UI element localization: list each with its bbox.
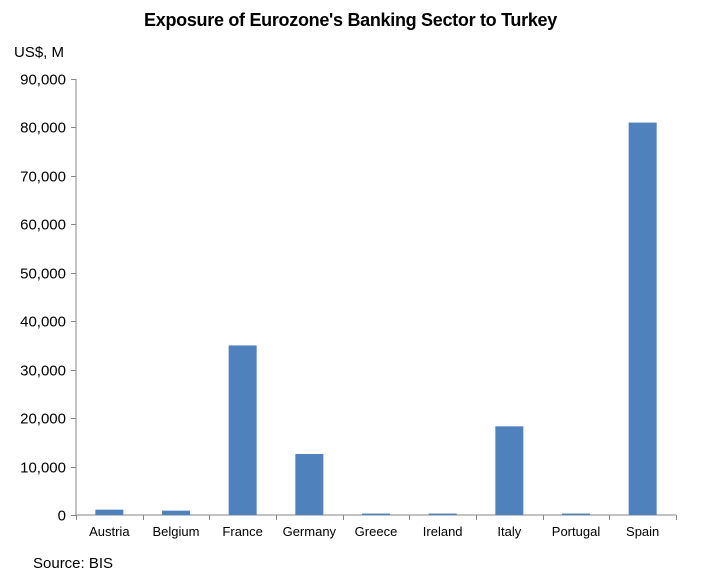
- x-tick-label: Italy: [497, 524, 521, 539]
- x-tick-label: Belgium: [153, 524, 200, 539]
- y-tick-label: 80,000: [20, 120, 66, 137]
- x-tick-label: Portugal: [552, 524, 601, 539]
- y-tick-label: 0: [58, 508, 66, 525]
- bar-greece: [362, 513, 390, 515]
- y-axis-label: US$, M: [14, 44, 65, 61]
- y-tick-label: 10,000: [20, 460, 66, 477]
- chart-title: Exposure of Eurozone's Banking Sector to…: [144, 10, 557, 30]
- y-tick-label: 20,000: [20, 411, 66, 428]
- bar-belgium: [162, 510, 190, 515]
- bar-austria: [95, 509, 124, 515]
- x-tick-label: Ireland: [423, 524, 463, 539]
- x-tick-label: Austria: [89, 524, 130, 539]
- y-tick-label: 30,000: [20, 363, 66, 380]
- y-tick-label: 90,000: [20, 72, 66, 89]
- y-tick-label: 60,000: [20, 217, 66, 234]
- bar-portugal: [562, 513, 590, 515]
- y-tick-label: 50,000: [20, 266, 66, 283]
- y-tick-label: 70,000: [20, 169, 66, 186]
- x-tick-label: France: [222, 524, 262, 539]
- x-tick-label: Greece: [355, 524, 398, 539]
- x-tick-label: Germany: [283, 524, 337, 539]
- bar-italy: [495, 426, 524, 515]
- source-note: Source: BIS: [33, 555, 114, 572]
- bar-germany: [295, 453, 324, 515]
- x-tick-label: Spain: [626, 524, 659, 539]
- bar-ireland: [428, 513, 457, 515]
- bar-spain: [628, 122, 657, 515]
- y-tick-label: 40,000: [20, 314, 66, 331]
- bar-france: [228, 345, 257, 515]
